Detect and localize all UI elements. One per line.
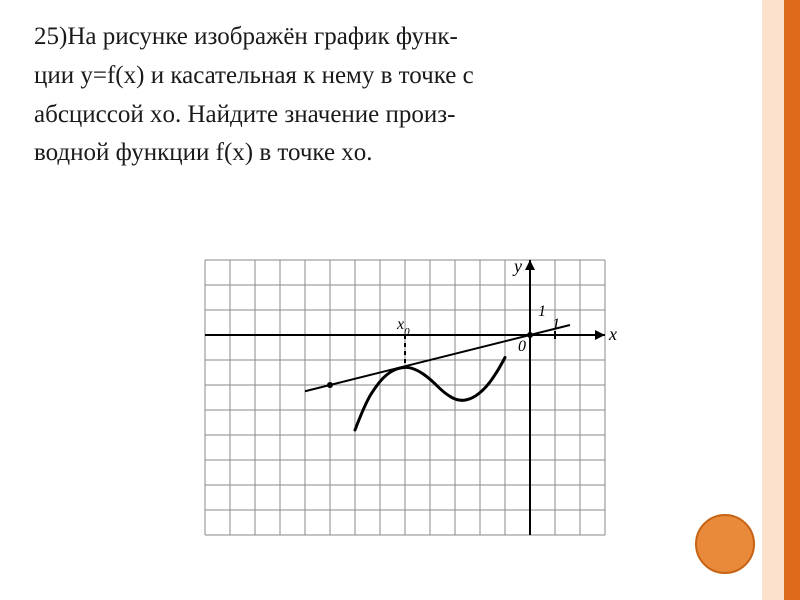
slide: 25)На рисунке изображён график функ- ции… xyxy=(0,0,800,600)
accent-light-bar xyxy=(762,0,786,600)
accent-divider xyxy=(784,0,786,600)
decorative-circle xyxy=(695,514,755,574)
graph: 110xyx0 xyxy=(195,250,625,545)
problem-line: абсциссой хo. Найдите значение произ- xyxy=(34,96,674,135)
svg-text:y: y xyxy=(512,256,522,276)
svg-text:1: 1 xyxy=(552,316,560,333)
problem-line: водной функции f(x) в точке хo. xyxy=(34,134,674,173)
svg-text:x: x xyxy=(608,324,617,344)
problem-line: 25)На рисунке изображён график функ- xyxy=(34,18,674,57)
graph-svg: 110xyx0 xyxy=(195,250,625,545)
accent-dark-bar xyxy=(786,0,800,600)
problem-text: 25)На рисунке изображён график функ- ции… xyxy=(34,18,674,173)
problem-line: ции y=f(x) и касательная к нему в точке … xyxy=(34,57,674,96)
svg-text:0: 0 xyxy=(518,338,526,355)
svg-text:1: 1 xyxy=(538,303,546,320)
